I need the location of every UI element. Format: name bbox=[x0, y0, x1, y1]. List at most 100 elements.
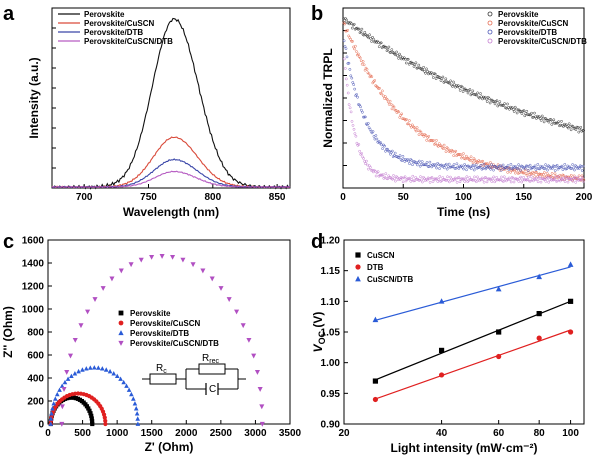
panel-c-x-axis-title: Z' (Ohm) bbox=[145, 440, 194, 454]
panel-b-data-point-4 bbox=[374, 174, 378, 178]
panel-d-x-tick-label: 40 bbox=[436, 428, 448, 439]
panel-b-data-point-1 bbox=[524, 112, 528, 115]
panel-b-data-point-3 bbox=[457, 167, 461, 170]
panel-c-y-tick-label: 0 bbox=[38, 420, 44, 431]
panel-b-data-point-3 bbox=[498, 164, 502, 168]
panel-b-data-point-3 bbox=[425, 161, 429, 164]
circuit-label-rc-main: R bbox=[156, 363, 163, 374]
panel-c-data-point-4 bbox=[159, 254, 165, 259]
panel-b-data-point-4 bbox=[528, 179, 531, 183]
panel-c-data-point-3 bbox=[121, 379, 126, 385]
panel-d-data-point-3 bbox=[495, 285, 502, 292]
panel-b-data-point-3 bbox=[397, 156, 401, 159]
panel-b-data-point-2 bbox=[370, 75, 374, 79]
panel-b-data-point-1 bbox=[488, 101, 492, 105]
panel-b-data-point-4 bbox=[536, 180, 540, 184]
panel-b-data-point-2 bbox=[550, 172, 554, 175]
panel-b-data-point-4 bbox=[492, 175, 496, 179]
panel-b-data-point-4 bbox=[345, 83, 349, 87]
panel-b-data-point-4 bbox=[369, 166, 372, 169]
panel-d-y-tick-label: 1.05 bbox=[321, 328, 341, 339]
panel-b-data-point-3 bbox=[519, 168, 522, 172]
panel-b-data-point-4 bbox=[489, 177, 493, 181]
panel-c-legend-label: Perovskite/CuSCN bbox=[130, 319, 200, 328]
panel-b-data-point-4 bbox=[365, 159, 368, 163]
panel-b-data-point-4 bbox=[527, 175, 530, 179]
panel-b-x-tick-label: 100 bbox=[455, 192, 472, 203]
panel-b-data-point-2 bbox=[355, 50, 358, 53]
panel-c-data-point-3 bbox=[129, 391, 134, 397]
panel-b-data-point-2 bbox=[427, 134, 431, 138]
panel-b-data-point-4 bbox=[508, 178, 512, 181]
panel-b-data-point-3 bbox=[353, 87, 357, 91]
panel-c-data-point-1 bbox=[86, 406, 91, 411]
panel-d-y-axis-title-main: V bbox=[311, 343, 325, 352]
panel-b-data-point-3 bbox=[452, 163, 456, 166]
panel-b-data-point-1 bbox=[547, 120, 551, 124]
panel-b-data-point-3 bbox=[388, 149, 391, 153]
panel-b-data-point-3 bbox=[347, 61, 351, 65]
panel-c-y-tick-label: 800 bbox=[27, 328, 44, 339]
panel-b-data-point-1 bbox=[520, 112, 524, 115]
panel-b-data-point-1 bbox=[466, 91, 470, 95]
panel-b-data-point-4 bbox=[462, 177, 466, 181]
panel-b-data-point-2 bbox=[523, 168, 527, 172]
panel-b-data-point-3 bbox=[390, 149, 394, 153]
panel-b-data-point-2 bbox=[392, 105, 396, 109]
panel-b-data-point-3 bbox=[415, 163, 419, 167]
panel-c-data-point-1 bbox=[90, 419, 95, 424]
panel-b-data-point-4 bbox=[509, 180, 513, 184]
panel-c-data-point-3 bbox=[126, 387, 132, 392]
panel-c-data-point-3 bbox=[103, 367, 109, 372]
panel-b-data-point-4 bbox=[465, 175, 469, 179]
panel-b-data-point-4 bbox=[411, 174, 415, 178]
panel-a-x-tick-label: 700 bbox=[76, 192, 93, 203]
panel-b-data-point-2 bbox=[387, 102, 391, 106]
panel-b-data-point-1 bbox=[579, 125, 583, 129]
panel-b-data-point-1 bbox=[452, 80, 455, 84]
panel-b-data-point-1 bbox=[368, 33, 371, 37]
panel-b-data-point-4 bbox=[499, 178, 502, 182]
panel-c-legend-marker bbox=[118, 340, 124, 346]
panel-c-data-point-3 bbox=[72, 371, 78, 376]
panel-b-data-point-4 bbox=[346, 91, 350, 95]
panel-b-data-point-1 bbox=[404, 61, 408, 65]
panel-b-data-point-1 bbox=[548, 118, 552, 121]
panel-a-legend-label: Perovskite bbox=[84, 10, 125, 19]
panel-b-legend-marker bbox=[487, 29, 493, 35]
panel-b-data-point-4 bbox=[436, 180, 440, 183]
panel-b-data-point-3 bbox=[447, 162, 451, 166]
panel-c-data-point-3 bbox=[53, 396, 58, 401]
panel-c-data-point-4 bbox=[259, 404, 265, 410]
panel-b-data-point-1 bbox=[557, 120, 560, 124]
panel-b-data-point-1 bbox=[560, 119, 563, 123]
panel-b-data-point-2 bbox=[378, 86, 381, 90]
panel-d-fit-line-3 bbox=[375, 266, 571, 321]
panel-b-data-point-4 bbox=[571, 179, 575, 183]
panel-b-data-point-1 bbox=[515, 111, 519, 115]
panel-b-data-point-1 bbox=[485, 100, 489, 103]
panel-b-data-point-1 bbox=[475, 93, 478, 97]
panel-b-data-point-3 bbox=[380, 143, 384, 147]
panel-b-data-point-1 bbox=[349, 22, 353, 25]
panel-b-data-point-4 bbox=[463, 180, 467, 183]
panel-b-data-point-3 bbox=[492, 168, 495, 172]
panel-b-data-point-1 bbox=[411, 62, 415, 65]
panel-b-data-point-2 bbox=[419, 130, 423, 134]
panel-b-data-point-1 bbox=[426, 69, 429, 73]
panel-b-data-point-3 bbox=[453, 167, 457, 170]
panel-b-data-point-4 bbox=[553, 178, 556, 181]
panel-c-legend-label: Perovskite bbox=[130, 309, 171, 318]
panel-b-data-point-1 bbox=[421, 68, 425, 72]
panel-b-data-point-4 bbox=[455, 180, 459, 184]
panel-d-chart: 20 40 60 80 100 0.90 0.95 1.00 1.05 1.10 1.15 1.20 L… bbox=[311, 236, 585, 455]
panel-c-data-point-1 bbox=[89, 413, 94, 418]
panel-b-data-point-3 bbox=[362, 115, 365, 119]
panel-b-data-point-1 bbox=[549, 118, 553, 121]
panel-b-data-point-3 bbox=[462, 167, 465, 171]
panel-b-data-point-4 bbox=[517, 180, 521, 183]
panel-b-data-point-4 bbox=[485, 180, 489, 184]
panel-b-data-point-2 bbox=[380, 92, 383, 96]
panel-b-data-point-3 bbox=[398, 154, 402, 157]
panel-b-data-point-2 bbox=[514, 171, 517, 175]
